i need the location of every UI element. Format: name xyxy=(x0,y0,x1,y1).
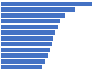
Bar xyxy=(1,59,45,64)
Bar xyxy=(1,7,75,12)
Bar xyxy=(1,48,50,52)
Bar xyxy=(1,25,58,29)
Bar xyxy=(1,53,48,58)
Bar xyxy=(1,36,53,41)
Bar xyxy=(1,2,92,6)
Bar xyxy=(1,42,52,46)
Bar xyxy=(1,19,60,23)
Bar xyxy=(1,65,42,69)
Bar xyxy=(1,30,55,35)
Bar xyxy=(1,13,65,18)
